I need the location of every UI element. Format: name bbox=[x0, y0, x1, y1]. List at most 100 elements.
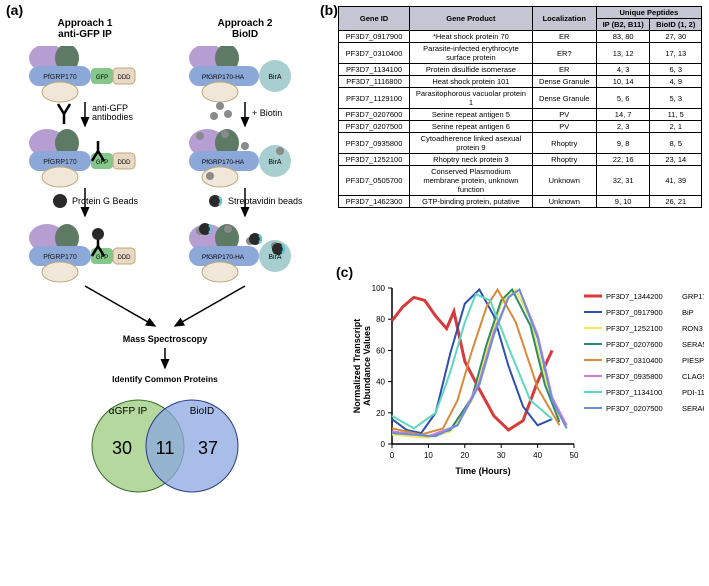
cell: Protein disulfide isomerase bbox=[410, 64, 533, 76]
cell: 4, 9 bbox=[650, 76, 702, 88]
cell: Rhoptry bbox=[532, 133, 596, 154]
cell: PF3D7_1134100 bbox=[339, 64, 410, 76]
svg-text:αGFP IP: αGFP IP bbox=[109, 406, 148, 417]
th-loc: Localization bbox=[532, 7, 596, 31]
cell: PF3D7_1129100 bbox=[339, 88, 410, 109]
cell: 9, 8 bbox=[596, 133, 650, 154]
cell: PF3D7_0207500 bbox=[339, 121, 410, 133]
cell: 2, 1 bbox=[650, 121, 702, 133]
cell: Serine repeat antigen 5 bbox=[410, 109, 533, 121]
cell: 9, 10 bbox=[596, 196, 650, 208]
cell: PF3D7_0935800 bbox=[339, 133, 410, 154]
svg-text:0: 0 bbox=[390, 451, 395, 460]
svg-text:PF3D7_1134100: PF3D7_1134100 bbox=[606, 388, 662, 397]
cell: Heat shock protein 101 bbox=[410, 76, 533, 88]
venn: αGFP IP BioID 30 11 37 bbox=[92, 400, 238, 492]
cell: 8, 5 bbox=[650, 133, 702, 154]
th-geneid: Gene ID bbox=[339, 7, 410, 31]
svg-text:SERA6: SERA6 bbox=[682, 404, 704, 413]
svg-text:PF3D7_1344200: PF3D7_1344200 bbox=[606, 292, 663, 301]
svg-text:PDI-11: PDI-11 bbox=[682, 388, 704, 397]
svg-text:Abundance Values: Abundance Values bbox=[362, 326, 372, 406]
cell: Unknown bbox=[532, 166, 596, 196]
cell: 27, 30 bbox=[650, 31, 702, 43]
cell: GTP-binding protein, putative bbox=[410, 196, 533, 208]
svg-text:PF3D7_1252100: PF3D7_1252100 bbox=[606, 324, 663, 333]
panel-c: 01020304050020406080100Time (Hours)Norma… bbox=[348, 278, 704, 478]
svg-text:Streptavidin beads: Streptavidin beads bbox=[228, 196, 303, 206]
cell: 22, 16 bbox=[596, 154, 650, 166]
cell: Rhoptry neck protein 3 bbox=[410, 154, 533, 166]
cell: *Heat shock protein 70 bbox=[410, 31, 533, 43]
chart-svg: 01020304050020406080100Time (Hours)Norma… bbox=[348, 278, 704, 478]
svg-text:20: 20 bbox=[376, 409, 385, 418]
cell: 23, 14 bbox=[650, 154, 702, 166]
approach1-title: Approach 1 anti-GFP IP bbox=[30, 18, 140, 40]
panel-a-label: (a) bbox=[6, 2, 23, 18]
svg-text:antibodies: antibodies bbox=[92, 112, 134, 122]
gene-table: Gene ID Gene Product Localization Unique… bbox=[338, 6, 702, 208]
th-product: Gene Product bbox=[410, 7, 533, 31]
svg-text:37: 37 bbox=[198, 438, 218, 458]
cell: 10, 14 bbox=[596, 76, 650, 88]
svg-text:Time (Hours): Time (Hours) bbox=[455, 466, 510, 476]
cell: PF3D7_0505700 bbox=[339, 166, 410, 196]
cell: PF3D7_1116800 bbox=[339, 76, 410, 88]
cell: PF3D7_0917900 bbox=[339, 31, 410, 43]
panel-a: Approach 1 anti-GFP IP Approach 2 BioID … bbox=[10, 18, 310, 578]
cell: ER bbox=[532, 31, 596, 43]
svg-text:Protein G Beads: Protein G Beads bbox=[72, 196, 139, 206]
panel-a-svg: PfGRP170 GFP DDD PfGRP170-HA BirA bbox=[10, 46, 310, 586]
th-ip: IP (B2, B11) bbox=[596, 19, 650, 31]
cell: 6, 3 bbox=[650, 64, 702, 76]
svg-text:50: 50 bbox=[570, 451, 579, 460]
svg-text:30: 30 bbox=[112, 438, 132, 458]
panel-b-label: (b) bbox=[320, 2, 338, 18]
cell: 26, 21 bbox=[650, 196, 702, 208]
svg-text:PIESP1: PIESP1 bbox=[682, 356, 704, 365]
svg-text:100: 100 bbox=[372, 284, 386, 293]
svg-text:30: 30 bbox=[497, 451, 506, 460]
cell: PV bbox=[532, 109, 596, 121]
svg-text:10: 10 bbox=[424, 451, 433, 460]
cell: Cytoadherence linked asexual protein 9 bbox=[410, 133, 533, 154]
identify: Identify Common Proteins bbox=[112, 374, 218, 384]
cell: ER? bbox=[532, 43, 596, 64]
svg-text:Normalized Transcript: Normalized Transcript bbox=[352, 319, 362, 414]
svg-text:PF3D7_0310400: PF3D7_0310400 bbox=[606, 356, 663, 365]
cell: ER bbox=[532, 64, 596, 76]
svg-text:RON3: RON3 bbox=[682, 324, 703, 333]
cell: PF3D7_1252100 bbox=[339, 154, 410, 166]
cell: Rhoptry bbox=[532, 154, 596, 166]
cell: 14, 7 bbox=[596, 109, 650, 121]
svg-text:0: 0 bbox=[381, 440, 386, 449]
svg-text:+ Biotin: + Biotin bbox=[252, 108, 282, 118]
svg-text:SERA5: SERA5 bbox=[682, 340, 704, 349]
cell: PF3D7_0310400 bbox=[339, 43, 410, 64]
svg-text:PF3D7_0207500: PF3D7_0207500 bbox=[606, 404, 663, 413]
cell: 5, 3 bbox=[650, 88, 702, 109]
svg-text:60: 60 bbox=[376, 346, 385, 355]
svg-text:40: 40 bbox=[533, 451, 542, 460]
svg-text:BioID: BioID bbox=[190, 406, 214, 417]
svg-text:20: 20 bbox=[460, 451, 469, 460]
svg-text:40: 40 bbox=[376, 378, 385, 387]
svg-text:11: 11 bbox=[156, 438, 175, 458]
cell: Parasitophorous vacuolar protein 1 bbox=[410, 88, 533, 109]
cell: 41, 39 bbox=[650, 166, 702, 196]
approach2-title: Approach 2 BioID bbox=[190, 18, 300, 40]
th-group: Unique Peptides bbox=[596, 7, 701, 19]
mass-spec: Mass Spectroscopy bbox=[123, 334, 208, 344]
cell: 32, 31 bbox=[596, 166, 650, 196]
cell: 11, 5 bbox=[650, 109, 702, 121]
cell: Conserved Plasmodium membrane protein, u… bbox=[410, 166, 533, 196]
cell: PV bbox=[532, 121, 596, 133]
cell: 4, 3 bbox=[596, 64, 650, 76]
cell: Dense Granule bbox=[532, 76, 596, 88]
cell: Dense Granule bbox=[532, 88, 596, 109]
cell: 5, 6 bbox=[596, 88, 650, 109]
th-bioid: BioID (1, 2) bbox=[650, 19, 702, 31]
svg-text:PF3D7_0935800: PF3D7_0935800 bbox=[606, 372, 663, 381]
cell: Serine repeat antigen 6 bbox=[410, 121, 533, 133]
cell: 17, 13 bbox=[650, 43, 702, 64]
